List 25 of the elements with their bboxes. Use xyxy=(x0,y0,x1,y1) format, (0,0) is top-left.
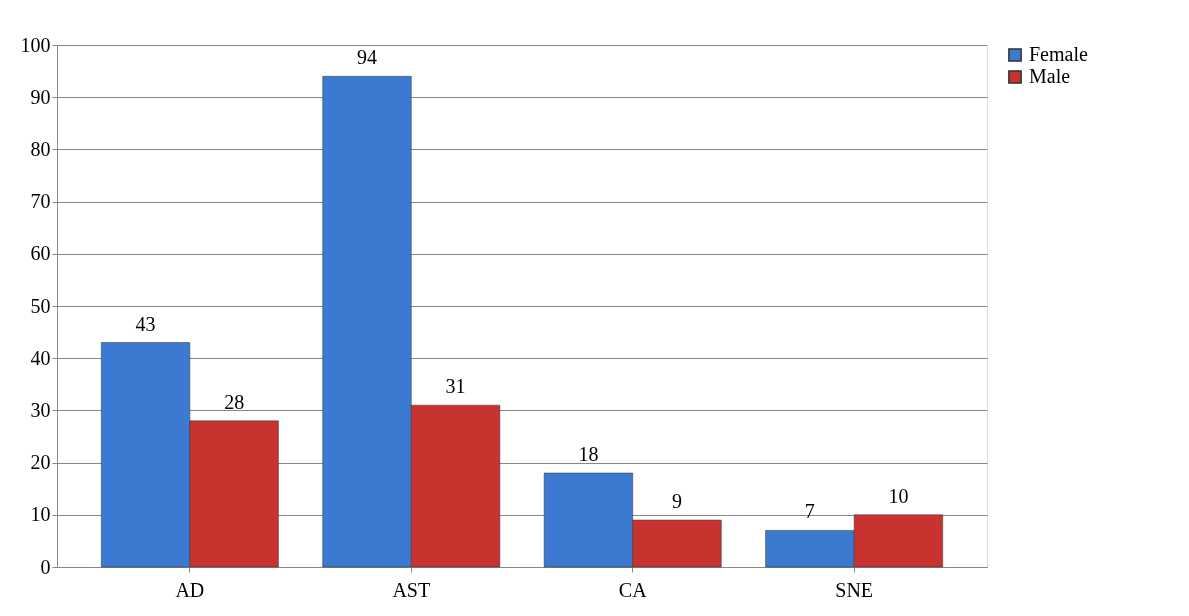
legend-label: Female xyxy=(1029,43,1088,65)
y-tick-label: 30 xyxy=(30,398,51,421)
x-tick-label: CA xyxy=(618,578,648,601)
y-tick-label: 20 xyxy=(30,451,51,474)
data-label: 7 xyxy=(804,500,815,523)
legend-label: Male xyxy=(1029,65,1071,87)
x-tick-label: AD xyxy=(175,578,205,601)
x-tick-label: AST xyxy=(392,578,431,601)
data-label: 10 xyxy=(888,484,909,507)
y-tick-label: 70 xyxy=(30,190,51,213)
y-tick-label: 60 xyxy=(30,242,51,265)
y-tick-label: 80 xyxy=(30,137,51,160)
y-tick-label: 100 xyxy=(20,33,51,56)
y-tick-label: 0 xyxy=(40,555,51,578)
y-tick-label: 40 xyxy=(30,346,51,369)
data-label: 28 xyxy=(224,390,245,413)
data-label: 31 xyxy=(445,375,466,398)
data-label: 43 xyxy=(135,312,156,335)
data-label: 9 xyxy=(672,490,682,513)
y-tick-label: 50 xyxy=(30,294,51,317)
data-label: 94 xyxy=(357,46,377,69)
y-tick-label: 10 xyxy=(30,503,51,526)
data-label: 18 xyxy=(578,443,599,466)
x-tick-label: SNE xyxy=(835,578,874,601)
y-tick-label: 90 xyxy=(30,85,51,108)
